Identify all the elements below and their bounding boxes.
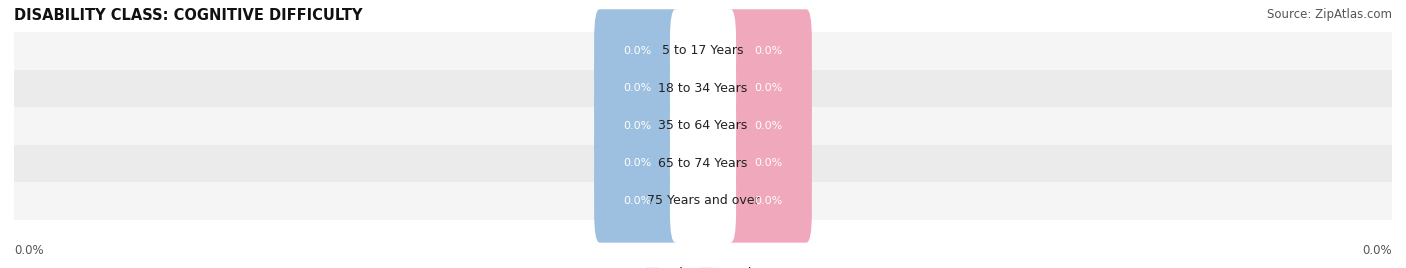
FancyBboxPatch shape	[595, 9, 681, 92]
FancyBboxPatch shape	[595, 47, 681, 130]
Bar	[14, 32, 1392, 70]
FancyBboxPatch shape	[669, 159, 737, 243]
FancyBboxPatch shape	[669, 9, 737, 92]
Bar	[14, 70, 1392, 107]
Text: 0.0%: 0.0%	[1362, 244, 1392, 257]
Text: 5 to 17 Years: 5 to 17 Years	[662, 44, 744, 57]
FancyBboxPatch shape	[669, 47, 737, 130]
Text: 18 to 34 Years: 18 to 34 Years	[658, 82, 748, 95]
FancyBboxPatch shape	[595, 84, 681, 168]
FancyBboxPatch shape	[725, 159, 811, 243]
Text: 0.0%: 0.0%	[755, 83, 783, 94]
Text: 0.0%: 0.0%	[623, 196, 651, 206]
Text: 0.0%: 0.0%	[623, 158, 651, 169]
Text: 0.0%: 0.0%	[14, 244, 44, 257]
Text: DISABILITY CLASS: COGNITIVE DIFFICULTY: DISABILITY CLASS: COGNITIVE DIFFICULTY	[14, 8, 363, 23]
Bar	[14, 182, 1392, 220]
Legend: Male, Female: Male, Female	[641, 263, 765, 268]
Text: 0.0%: 0.0%	[623, 46, 651, 56]
Text: 75 Years and over: 75 Years and over	[647, 195, 759, 207]
Bar	[14, 145, 1392, 182]
FancyBboxPatch shape	[595, 122, 681, 205]
Text: 0.0%: 0.0%	[755, 121, 783, 131]
FancyBboxPatch shape	[725, 84, 811, 168]
Text: Source: ZipAtlas.com: Source: ZipAtlas.com	[1267, 8, 1392, 21]
Text: 65 to 74 Years: 65 to 74 Years	[658, 157, 748, 170]
FancyBboxPatch shape	[669, 84, 737, 168]
FancyBboxPatch shape	[669, 122, 737, 205]
FancyBboxPatch shape	[725, 9, 811, 92]
Bar	[14, 107, 1392, 145]
Text: 0.0%: 0.0%	[755, 196, 783, 206]
FancyBboxPatch shape	[725, 47, 811, 130]
FancyBboxPatch shape	[725, 122, 811, 205]
Text: 0.0%: 0.0%	[623, 83, 651, 94]
FancyBboxPatch shape	[595, 159, 681, 243]
Text: 0.0%: 0.0%	[755, 158, 783, 169]
Text: 0.0%: 0.0%	[755, 46, 783, 56]
Text: 0.0%: 0.0%	[623, 121, 651, 131]
Text: 35 to 64 Years: 35 to 64 Years	[658, 120, 748, 132]
